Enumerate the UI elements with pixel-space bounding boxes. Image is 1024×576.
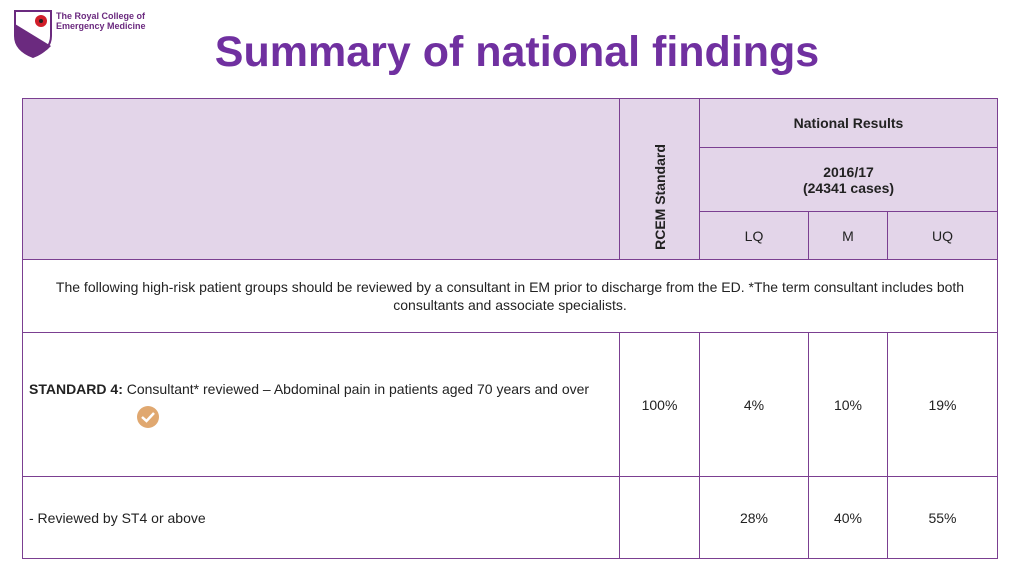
value-cell: 4% xyxy=(699,332,809,477)
header-standard: RCEM Standard xyxy=(651,143,668,250)
value-cell: 40% xyxy=(808,476,888,559)
table-note: The following high-risk patient groups s… xyxy=(22,259,998,333)
row-label: - Reviewed by ST4 or above xyxy=(22,476,620,559)
header-column: LQ xyxy=(699,211,809,260)
header-column: UQ xyxy=(887,211,998,260)
value-cell: 19% xyxy=(887,332,998,477)
logo-line: Emergency Medicine xyxy=(56,21,146,31)
standard-value: 100% xyxy=(619,332,700,477)
header-cases: (24341 cases) xyxy=(802,179,895,196)
row-label: Consultant* reviewed – Abdominal pain in… xyxy=(126,380,590,397)
value-cell: 10% xyxy=(808,332,888,477)
value-cell: 28% xyxy=(699,476,809,559)
standard-value-empty xyxy=(619,476,700,559)
header-blank xyxy=(22,98,620,260)
header-period: 2016/17 xyxy=(823,163,874,180)
row-label-cell: STANDARD 4: Consultant* reviewed – Abdom… xyxy=(22,332,620,477)
logo-line: The Royal College of xyxy=(56,11,146,21)
header-group: National Results xyxy=(699,98,998,148)
logo-text: The Royal College of Emergency Medicine xyxy=(56,11,146,31)
row-label-prefix: STANDARD 4: xyxy=(29,380,123,397)
value-cell: 55% xyxy=(887,476,998,559)
logo-shield xyxy=(14,10,52,58)
header-period-cell: 2016/17 (24341 cases) xyxy=(699,147,998,212)
slide-title: Summary of national findings xyxy=(214,28,820,76)
check-icon xyxy=(137,405,159,428)
header-standard-cell: RCEM Standard xyxy=(619,98,700,260)
header-column: M xyxy=(808,211,888,260)
